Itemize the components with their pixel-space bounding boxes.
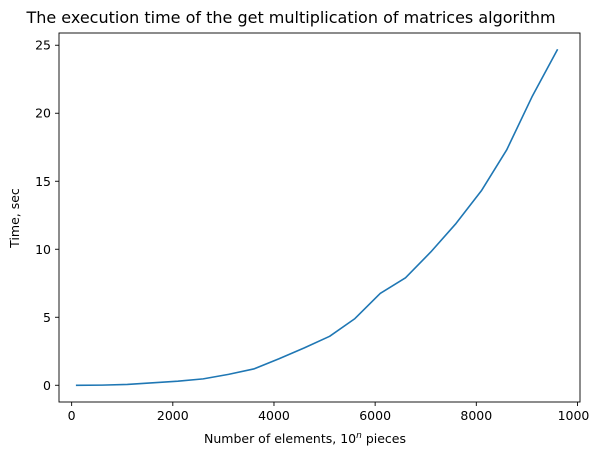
- x-tick-label: 2000: [157, 408, 189, 423]
- y-tick-label: 25: [35, 38, 51, 53]
- series-line-1: [75, 48, 559, 387]
- x-tick-label: 0: [68, 408, 76, 423]
- x-tick-label: 6000: [359, 408, 391, 423]
- y-tick-label: 5: [43, 310, 51, 325]
- y-tick-label: 0: [43, 378, 51, 393]
- x-axis-label: Number of elements, 10n pieces: [204, 431, 406, 446]
- y-tick-label: 10: [35, 242, 51, 257]
- chart-title: The execution time of the get multiplica…: [25, 8, 555, 27]
- plot-frame: [58, 32, 581, 403]
- x-tick-label: 8000: [460, 408, 492, 423]
- y-tick-label: 15: [35, 174, 51, 189]
- x-tick-label: 4000: [258, 408, 290, 423]
- y-axis-label: Time, sec: [7, 188, 22, 249]
- y-tick-label: 20: [35, 106, 51, 121]
